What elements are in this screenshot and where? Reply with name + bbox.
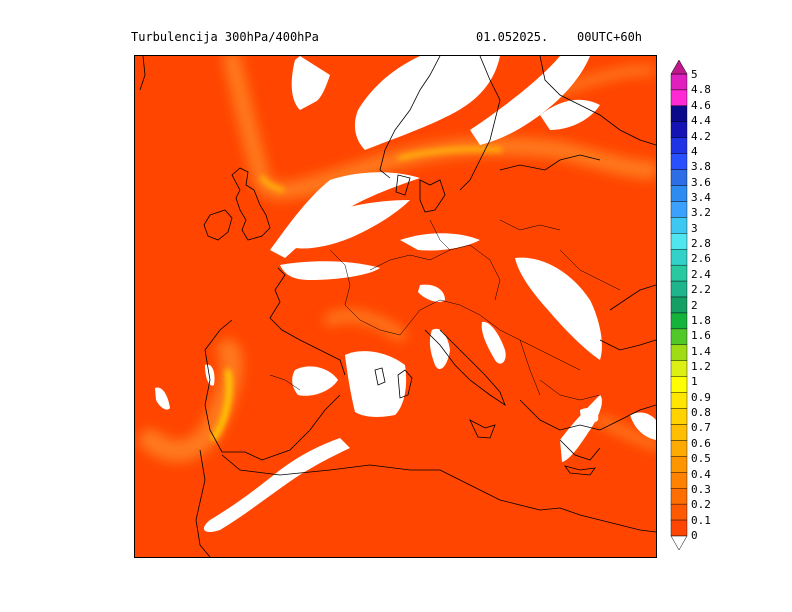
legend-color-boxes: [670, 73, 688, 537]
legend-label: 0.4: [691, 467, 711, 481]
legend-label: 0.6: [691, 436, 711, 450]
legend-box: [670, 472, 688, 489]
legend-box: [670, 249, 688, 266]
map-title: Turbulencija 300hPa/400hPa: [131, 30, 319, 44]
legend-label: 0.3: [691, 482, 711, 496]
legend-box: [670, 392, 688, 409]
coastlines: [139, 56, 656, 557]
legend-label: 4: [691, 144, 698, 158]
legend-box: [670, 456, 688, 473]
legend-label: 4.6: [691, 98, 711, 112]
legend-bottom-arrow: [670, 535, 688, 551]
legend-label: 2.4: [691, 267, 711, 281]
legend-label: 0.9: [691, 390, 711, 404]
legend-label: 1.8: [691, 313, 711, 327]
turbulence-bands-high: [211, 146, 503, 441]
legend-label: 1.2: [691, 360, 711, 373]
legend-box: [670, 73, 688, 91]
legend-top-arrow: [670, 59, 688, 75]
legend-box: [670, 376, 688, 393]
legend-box: [670, 121, 688, 138]
legend-box: [670, 185, 688, 202]
legend-label: 5: [691, 68, 698, 81]
legend-box: [670, 344, 688, 361]
legend-box: [670, 296, 688, 314]
legend-label: 0: [691, 529, 698, 542]
no-data-areas: [155, 56, 656, 532]
legend-box: [670, 280, 688, 298]
legend-box: [670, 424, 688, 441]
legend-label: 1: [691, 375, 698, 389]
legend-label: 3.6: [691, 175, 711, 189]
legend-label: 3: [691, 221, 698, 235]
legend-box: [670, 360, 688, 377]
legend-box: [670, 488, 688, 505]
country-borders: [269, 219, 621, 401]
legend-box: [670, 217, 688, 234]
legend-label: 3.4: [691, 190, 711, 204]
legend-box: [670, 169, 688, 186]
map-frame: [134, 55, 657, 558]
legend-label: 2.2: [691, 283, 711, 297]
legend-box: [670, 503, 688, 521]
legend-label: 0.7: [691, 421, 711, 435]
legend-box: [670, 519, 688, 537]
legend-label: 3.8: [691, 160, 711, 174]
legend-box: [670, 264, 688, 282]
legend-label: 2.6: [691, 252, 711, 266]
legend-box: [670, 105, 688, 122]
legend-label: 0.1: [691, 513, 711, 527]
forecast-date: 01.052025.: [476, 30, 549, 44]
legend-label: 3.2: [691, 206, 711, 220]
legend-box: [670, 408, 688, 425]
legend-label: 1.4: [691, 344, 711, 358]
legend-label: 4.4: [691, 114, 711, 128]
legend-label: 0.2: [691, 498, 711, 512]
legend-label: 2: [691, 298, 698, 312]
legend-label: 4.8: [691, 83, 711, 97]
legend-box: [670, 89, 688, 107]
legend-label: 2.8: [691, 237, 711, 250]
forecast-run: 00UTC+60h: [577, 30, 643, 44]
legend-label: 0.8: [691, 406, 711, 420]
legend-box: [670, 137, 688, 154]
legend-box: [670, 312, 688, 330]
legend-box: [670, 153, 688, 170]
legend-box: [670, 201, 688, 218]
legend-label: 4.2: [691, 129, 711, 143]
legend-label: 1.6: [691, 329, 711, 343]
legend-box: [670, 440, 688, 457]
legend-box: [670, 233, 688, 250]
legend-box: [670, 328, 688, 346]
legend-label: 0.5: [691, 452, 711, 466]
